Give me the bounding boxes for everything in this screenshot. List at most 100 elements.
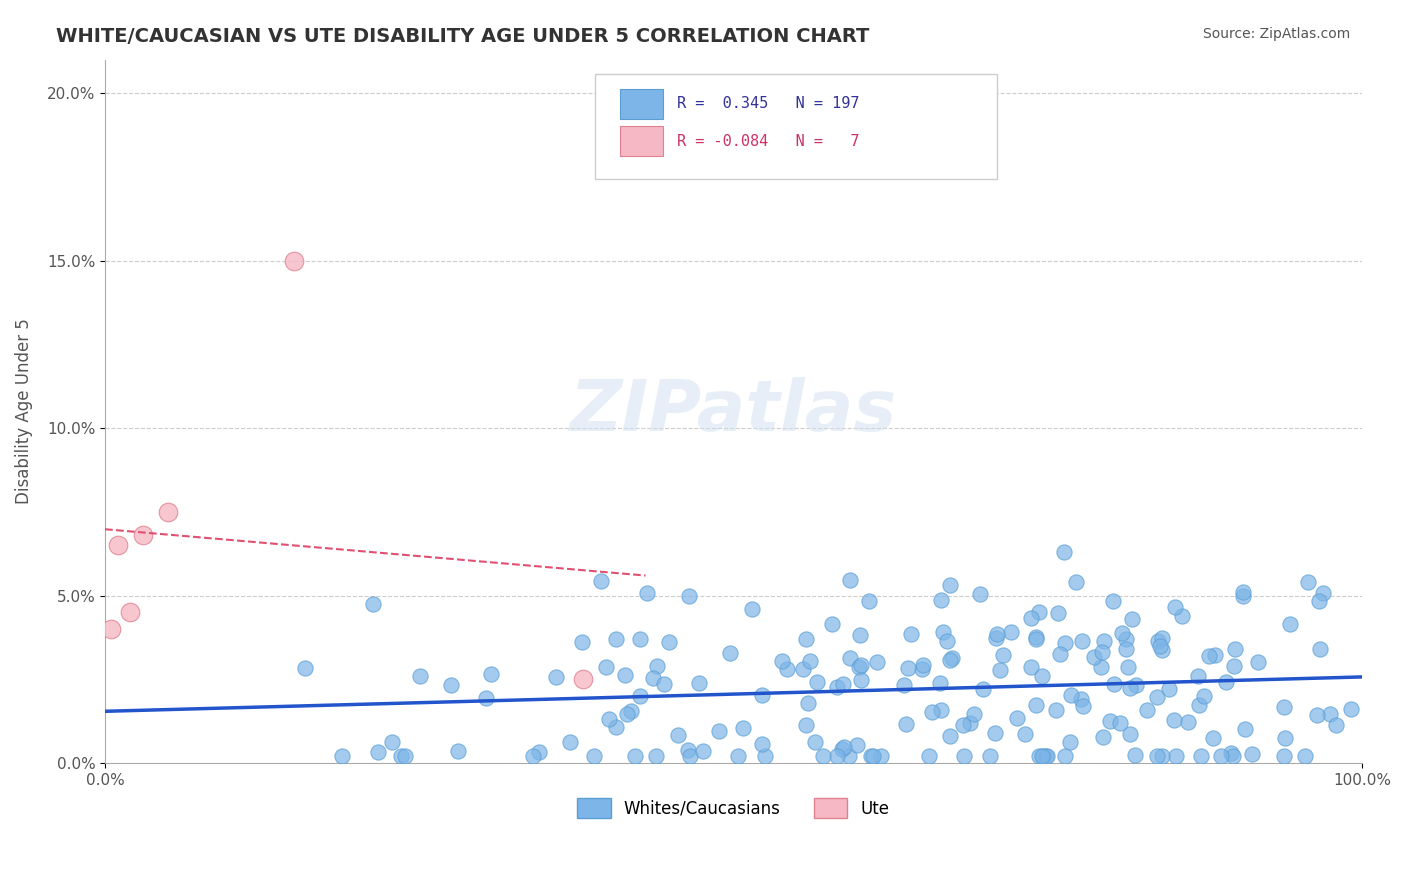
Point xyxy=(1123,747,1146,762)
Point xyxy=(893,678,915,692)
Point xyxy=(929,703,952,717)
Point xyxy=(1000,625,1022,640)
Point xyxy=(751,688,773,702)
Point xyxy=(1071,698,1094,713)
Point xyxy=(858,593,880,607)
Point xyxy=(1272,700,1295,714)
Point xyxy=(1019,659,1042,673)
Point xyxy=(969,587,991,601)
Point xyxy=(792,662,814,676)
Point xyxy=(839,651,862,665)
Point xyxy=(832,676,855,690)
Point xyxy=(479,667,502,681)
Point xyxy=(1019,611,1042,625)
Point xyxy=(1036,749,1059,764)
Point xyxy=(929,592,952,607)
Point xyxy=(718,646,741,660)
Point xyxy=(614,668,637,682)
Point xyxy=(120,606,142,620)
Point xyxy=(911,661,934,675)
Point xyxy=(589,574,612,588)
Point xyxy=(911,657,934,672)
Point xyxy=(1319,707,1341,722)
Point xyxy=(367,745,389,759)
Point xyxy=(527,745,550,759)
Point xyxy=(131,528,153,542)
Point xyxy=(1147,633,1170,648)
Point xyxy=(1247,655,1270,669)
Point xyxy=(676,743,699,757)
Point xyxy=(870,749,893,764)
Point xyxy=(972,681,994,696)
Point xyxy=(692,744,714,758)
Point xyxy=(1090,660,1112,674)
Point xyxy=(806,675,828,690)
Point xyxy=(582,749,605,764)
Point xyxy=(1102,594,1125,608)
Point xyxy=(616,707,638,722)
Point xyxy=(1274,749,1296,764)
Point xyxy=(666,727,689,741)
Point xyxy=(1149,639,1171,653)
Point xyxy=(1177,715,1199,730)
Point xyxy=(1163,713,1185,727)
Point xyxy=(678,589,700,603)
Point xyxy=(825,749,848,764)
Point xyxy=(605,720,627,734)
Point xyxy=(859,749,882,764)
Point xyxy=(1324,718,1347,732)
Point xyxy=(1046,606,1069,620)
Point xyxy=(1308,594,1330,608)
Point xyxy=(953,749,976,764)
Point xyxy=(439,678,461,692)
Point xyxy=(620,704,643,718)
Point xyxy=(1083,650,1105,665)
Point xyxy=(707,723,730,738)
Text: WHITE/CAUCASIAN VS UTE DISABILITY AGE UNDER 5 CORRELATION CHART: WHITE/CAUCASIAN VS UTE DISABILITY AGE UN… xyxy=(56,27,870,45)
Point xyxy=(838,573,860,587)
Point xyxy=(1223,659,1246,673)
Text: ZIPatlas: ZIPatlas xyxy=(569,376,897,446)
Point xyxy=(1312,586,1334,600)
Point xyxy=(794,632,817,646)
Point xyxy=(1187,669,1209,683)
Point xyxy=(1119,681,1142,695)
Point xyxy=(1146,749,1168,764)
Point xyxy=(1115,632,1137,647)
Point xyxy=(727,749,749,764)
Point xyxy=(1164,600,1187,615)
Point xyxy=(921,705,943,719)
Point xyxy=(849,628,872,642)
Point xyxy=(1111,625,1133,640)
FancyBboxPatch shape xyxy=(620,127,664,156)
Point xyxy=(624,749,647,764)
Point xyxy=(1054,749,1077,764)
Point xyxy=(605,632,627,646)
Point xyxy=(821,617,844,632)
Point xyxy=(1157,681,1180,696)
Point xyxy=(1070,692,1092,706)
Point xyxy=(1014,726,1036,740)
Point xyxy=(1066,575,1088,590)
Point xyxy=(832,740,855,755)
Point xyxy=(571,673,593,687)
Point xyxy=(1164,749,1187,764)
Point xyxy=(1091,730,1114,744)
Point xyxy=(1025,698,1047,713)
Point xyxy=(1188,698,1211,712)
Point xyxy=(1274,731,1296,745)
Point xyxy=(1215,675,1237,690)
Text: R = -0.084   N =   7: R = -0.084 N = 7 xyxy=(676,134,859,149)
Point xyxy=(941,651,963,665)
Text: Source: ZipAtlas.com: Source: ZipAtlas.com xyxy=(1202,27,1350,41)
Point xyxy=(932,625,955,640)
Point xyxy=(1102,677,1125,691)
Point xyxy=(394,749,416,764)
Point xyxy=(1007,711,1029,725)
Point xyxy=(1222,749,1244,764)
Point xyxy=(1060,689,1083,703)
Point xyxy=(935,633,957,648)
Point xyxy=(751,737,773,751)
Y-axis label: Disability Age Under 5: Disability Age Under 5 xyxy=(15,318,32,504)
Point xyxy=(1219,746,1241,760)
